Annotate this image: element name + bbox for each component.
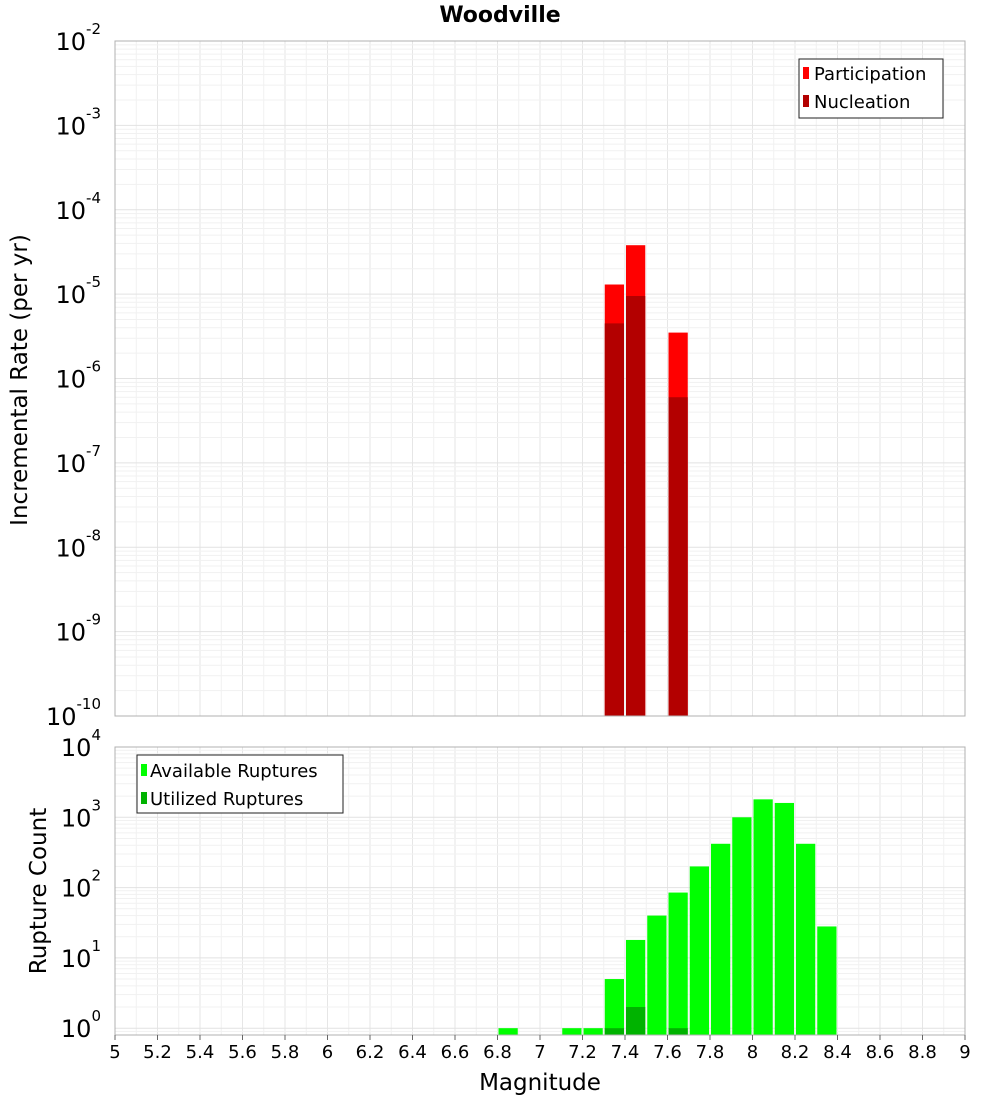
rate-legend-box [798, 58, 944, 119]
chart-title: Woodville [439, 3, 560, 28]
rate-y-tick-label: 10-8 [55, 526, 101, 562]
count-bar-available-ruptures [796, 843, 816, 1035]
rate-bar-nucleation [626, 296, 646, 716]
count-bar-available-ruptures [583, 1028, 603, 1035]
count-bar-available-ruptures [668, 892, 688, 1035]
count-y-ticks: 100 101 102 103 104 [61, 726, 101, 1043]
count-y-axis-label: Rupture Count [26, 808, 52, 974]
rate-plot: 10-10 10-9 10-8 10-7 10-6 10-5 10-4 10-3 10-2 Pa… [7, 20, 966, 731]
legend-label-utilized: Utilized Ruptures [150, 789, 303, 810]
legend-label-available: Available Ruptures [150, 761, 318, 782]
x-tick-label: 6 [322, 1042, 333, 1063]
count-legend: Available Ruptures Utilized Ruptures [136, 754, 344, 814]
rate-y-ticks: 10-10 10-9 10-8 10-7 10-6 10-5 10-4 10-3 10-2 [46, 20, 101, 731]
legend-swatch-utilized [141, 792, 147, 804]
count-y-tick-label: 100 [61, 1007, 101, 1043]
x-axis-label: Magnitude [479, 1070, 601, 1096]
x-tick-label: 8.8 [908, 1042, 937, 1063]
x-tick-label: 6.8 [483, 1042, 512, 1063]
x-tick-label: 5.2 [143, 1042, 172, 1063]
x-tick-label: 8.6 [866, 1042, 895, 1063]
x-tick-label: 5.8 [271, 1042, 300, 1063]
x-tick-label: 8.2 [781, 1042, 810, 1063]
count-y-tick-label: 103 [61, 796, 101, 832]
count-bar-available-ruptures [498, 1028, 518, 1035]
rate-y-tick-label: 10-2 [55, 20, 101, 56]
count-bar-available-ruptures [647, 915, 667, 1035]
count-bar-utilized-ruptures [626, 1007, 646, 1035]
rate-bar-nucleation [668, 397, 688, 716]
count-legend-box [136, 754, 344, 814]
rate-y-tick-label: 10-5 [55, 273, 101, 309]
count-y-tick-label: 101 [61, 937, 101, 973]
rate-grid [114, 40, 966, 717]
count-bar-available-ruptures [711, 843, 731, 1035]
x-tick-label: 7.4 [611, 1042, 640, 1063]
rate-y-tick-label: 10-3 [55, 104, 101, 140]
legend-swatch-participation [803, 67, 809, 79]
count-bar-available-ruptures [774, 802, 794, 1035]
x-tick-label: 6.6 [441, 1042, 470, 1063]
count-bar-utilized-ruptures [604, 1028, 624, 1035]
x-tick-label: 7.2 [568, 1042, 597, 1063]
count-bars [498, 799, 837, 1035]
x-tick-label: 6.2 [356, 1042, 385, 1063]
count-bar-available-ruptures [604, 979, 624, 1035]
x-tick-label: 5.4 [186, 1042, 215, 1063]
count-bar-available-ruptures [689, 866, 709, 1035]
rate-legend: Participation Nucleation [798, 58, 944, 119]
x-tick-label: 5.6 [228, 1042, 257, 1063]
count-bar-utilized-ruptures [668, 1028, 688, 1035]
x-tick-label: 6.4 [398, 1042, 427, 1063]
rate-bars [604, 245, 688, 717]
x-tick-label: 5 [109, 1042, 120, 1063]
count-bar-available-ruptures [562, 1028, 582, 1035]
legend-label-participation: Participation [814, 64, 926, 85]
legend-swatch-nucleation [803, 95, 809, 107]
legend-label-nucleation: Nucleation [814, 92, 910, 113]
x-tick-label: 9 [959, 1042, 970, 1063]
count-y-tick-label: 102 [61, 867, 101, 903]
count-bar-available-ruptures [817, 926, 837, 1035]
rate-plot-border [114, 40, 966, 717]
rate-y-tick-label: 10-10 [46, 695, 101, 731]
rate-y-tick-label: 10-9 [55, 611, 101, 647]
x-ticks: 5 5.2 5.4 5.6 5.8 6 6.2 6.4 6.6 6.8 7 7.2 7.4 7.6 7.8 8… [109, 1035, 971, 1063]
rate-y-tick-label: 10-4 [55, 189, 101, 225]
rate-y-tick-label: 10-7 [55, 442, 101, 478]
x-tick-label: 7 [534, 1042, 545, 1063]
rate-y-axis-label: Incremental Rate (per yr) [7, 234, 33, 526]
x-tick-label: 7.8 [696, 1042, 725, 1063]
rate-bar-nucleation [604, 323, 624, 716]
x-tick-label: 8 [747, 1042, 758, 1063]
x-tick-label: 7.6 [653, 1042, 682, 1063]
legend-swatch-available [141, 764, 147, 776]
x-tick-label: 8.4 [823, 1042, 852, 1063]
count-bar-available-ruptures [732, 817, 752, 1035]
count-bar-available-ruptures [753, 799, 773, 1035]
rate-y-tick-label: 10-6 [55, 358, 101, 394]
count-y-tick-label: 104 [61, 726, 101, 762]
count-plot: 100 101 102 103 104 5 5.2 5.4 5.6 5.8 6 6.2 6.4 6.6 6… [26, 726, 971, 1096]
